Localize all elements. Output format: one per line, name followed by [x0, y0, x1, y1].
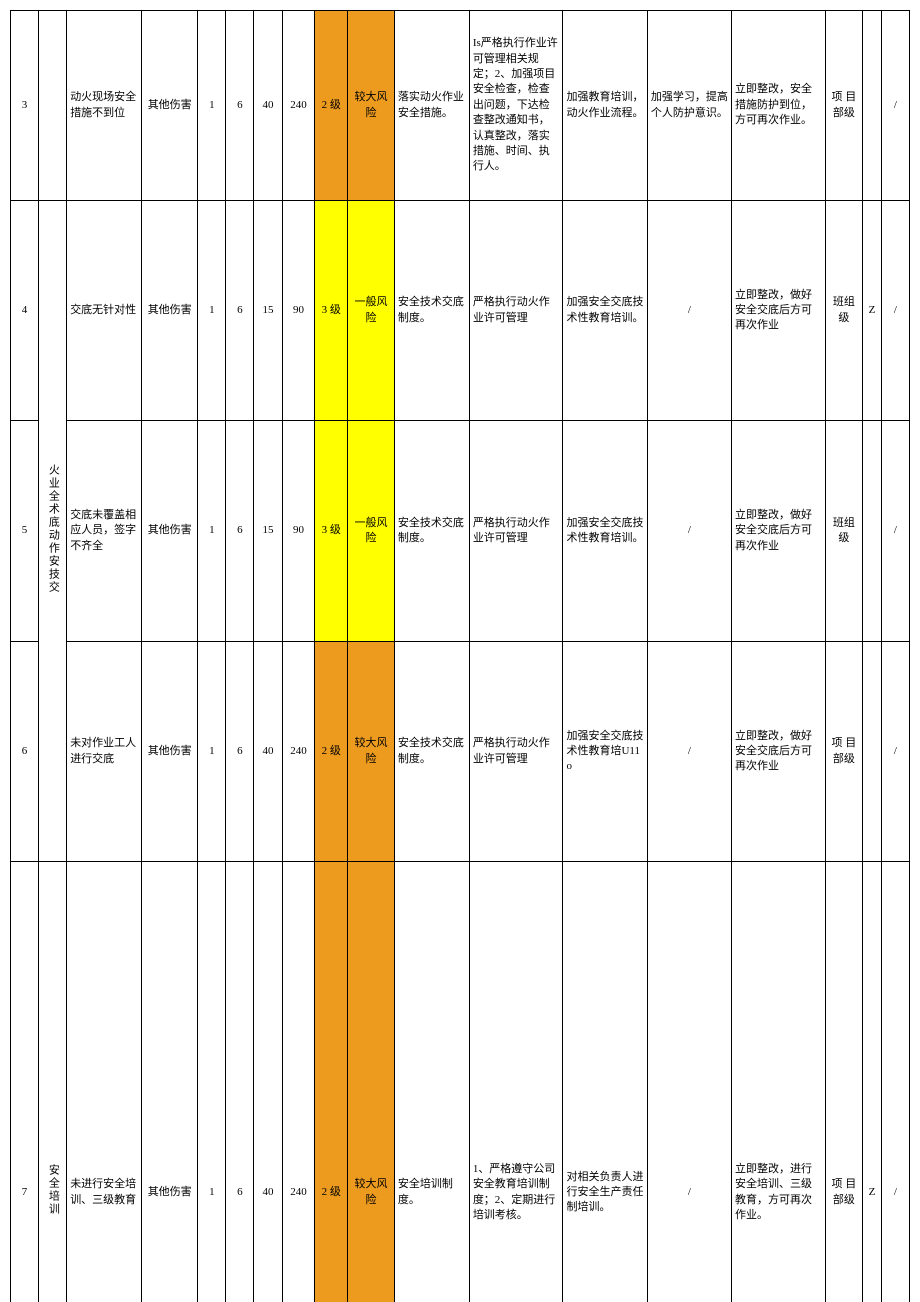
measure-4: 加强学习，提高个人防护意识。 [647, 11, 731, 201]
n4: 90 [282, 421, 315, 641]
n3: 40 [254, 641, 282, 861]
measure-1: 安全技术交底制度。 [394, 201, 469, 421]
measure-2: Is严格执行作业许可管理相关规定；2、加强项目安全检查，检查出问题，下达检查整改… [469, 11, 563, 201]
mark [863, 421, 882, 641]
level-org: 项 目部级 [825, 862, 862, 1302]
measure-3: 加强教育培训，动火作业流程。 [563, 11, 647, 201]
level-cell: 2 级 [315, 11, 348, 201]
row-index: 3 [11, 11, 39, 201]
mark: Z [863, 862, 882, 1302]
mark [863, 641, 882, 861]
level-cell: 3 级 [315, 421, 348, 641]
level-cell: 2 级 [315, 641, 348, 861]
risk-cell: 较大风险 [348, 862, 395, 1302]
n1: 1 [198, 641, 226, 861]
level-cell: 3 级 [315, 201, 348, 421]
level-org: 项 目部级 [825, 11, 862, 201]
n4: 240 [282, 862, 315, 1302]
table-row: 4火业全术底动作安技交交底无针对性其他伤害1615903 级一般风险安全技术交底… [11, 201, 910, 421]
measure-1: 安全技术交底制度。 [394, 421, 469, 641]
slash: / [881, 421, 909, 641]
table-row: 6未对作业工人进行交底其他伤害16402402 级较大风险安全技术交底制度。严格… [11, 641, 910, 861]
measure-4: / [647, 862, 731, 1302]
measure-3: 对相关负责人进行安全生产责任制培训。 [563, 862, 647, 1302]
row-index: 4 [11, 201, 39, 421]
n3: 40 [254, 862, 282, 1302]
n4: 240 [282, 11, 315, 201]
measure-1: 安全技术交底制度。 [394, 641, 469, 861]
level-org: 班组级 [825, 201, 862, 421]
row-index: 6 [11, 641, 39, 861]
category-cell [39, 11, 67, 201]
n3: 40 [254, 11, 282, 201]
measure-2: 严格执行动火作业许可管理 [469, 641, 563, 861]
desc-cell: 交底无针对性 [67, 201, 142, 421]
measure-5: 立即整改，做好安全交底后方可再次作业 [732, 641, 826, 861]
n3: 15 [254, 201, 282, 421]
n2: 6 [226, 862, 254, 1302]
mark [863, 11, 882, 201]
slash: / [881, 11, 909, 201]
n2: 6 [226, 201, 254, 421]
slash: / [881, 201, 909, 421]
measure-3: 加强安全交底技术性教育培U11o [563, 641, 647, 861]
row-index: 5 [11, 421, 39, 641]
level-cell: 2 级 [315, 862, 348, 1302]
row-index: 7 [11, 862, 39, 1302]
table-row: 5 交底未覆盖相应人员，签字不齐全其他伤害1615903 级一般风险安全技术交底制… [11, 421, 910, 641]
n4: 90 [282, 201, 315, 421]
measure-3: 加强安全交底技术性教育培训。 [563, 421, 647, 641]
n1: 1 [198, 11, 226, 201]
n4: 240 [282, 641, 315, 861]
measure-5: 立即整改，进行安全培训、三级教育，方可再次作业。 [732, 862, 826, 1302]
harm-cell: 其他伤害 [142, 421, 198, 641]
measure-5: 立即整改，做好安全交底后方可再次作业 [732, 421, 826, 641]
harm-cell: 其他伤害 [142, 641, 198, 861]
measure-5: 立即整改，做好安全交底后方可再次作业 [732, 201, 826, 421]
desc-cell: 交底未覆盖相应人员，签字不齐全 [67, 421, 142, 641]
measure-2: 严格执行动火作业许可管理 [469, 421, 563, 641]
slash: / [881, 641, 909, 861]
measure-4: / [647, 421, 731, 641]
measure-3: 加强安全交底技术性教育培训。 [563, 201, 647, 421]
measure-4: / [647, 201, 731, 421]
measure-5: 立即整改，安全措施防护到位，方可再次作业。 [732, 11, 826, 201]
desc-cell: 未进行安全培训、三级教育 [67, 862, 142, 1302]
risk-cell: 一般风险 [348, 421, 395, 641]
n1: 1 [198, 862, 226, 1302]
level-org: 项 目部级 [825, 641, 862, 861]
desc-cell: 未对作业工人进行交底 [67, 641, 142, 861]
risk-table: 3动火现场安全措施不到位其他伤害16402402 级较大风险落实动火作业安全措施… [10, 10, 910, 1302]
n3: 15 [254, 421, 282, 641]
mark: Z [863, 201, 882, 421]
risk-cell: 较大风险 [348, 11, 395, 201]
harm-cell: 其他伤害 [142, 11, 198, 201]
measure-4: / [647, 641, 731, 861]
measure-1: 落实动火作业安全措施。 [394, 11, 469, 201]
n2: 6 [226, 641, 254, 861]
n2: 6 [226, 421, 254, 641]
risk-cell: 一般风险 [348, 201, 395, 421]
harm-cell: 其他伤害 [142, 201, 198, 421]
table-row: 3 动火现场安全措施不到位其他伤害16402402 级较大风险落实动火作业安全措施… [11, 11, 910, 201]
measure-2: 严格执行动火作业许可管理 [469, 201, 563, 421]
n2: 6 [226, 11, 254, 201]
desc-cell: 动火现场安全措施不到位 [67, 11, 142, 201]
risk-cell: 较大风险 [348, 641, 395, 861]
measure-1: 安全培训制度。 [394, 862, 469, 1302]
slash: / [881, 862, 909, 1302]
harm-cell: 其他伤害 [142, 862, 198, 1302]
measure-2: 1、严格遵守公司安全教育培训制度；2、定期进行培训考核。 [469, 862, 563, 1302]
n1: 1 [198, 201, 226, 421]
n1: 1 [198, 421, 226, 641]
category-cell: 火业全术底动作安技交 [39, 201, 67, 862]
level-org: 班组级 [825, 421, 862, 641]
table-row: 7安全培训未进行安全培训、三级教育其他伤害16402402 级较大风险安全培训制… [11, 862, 910, 1302]
category-cell: 安全培训 [39, 862, 67, 1302]
